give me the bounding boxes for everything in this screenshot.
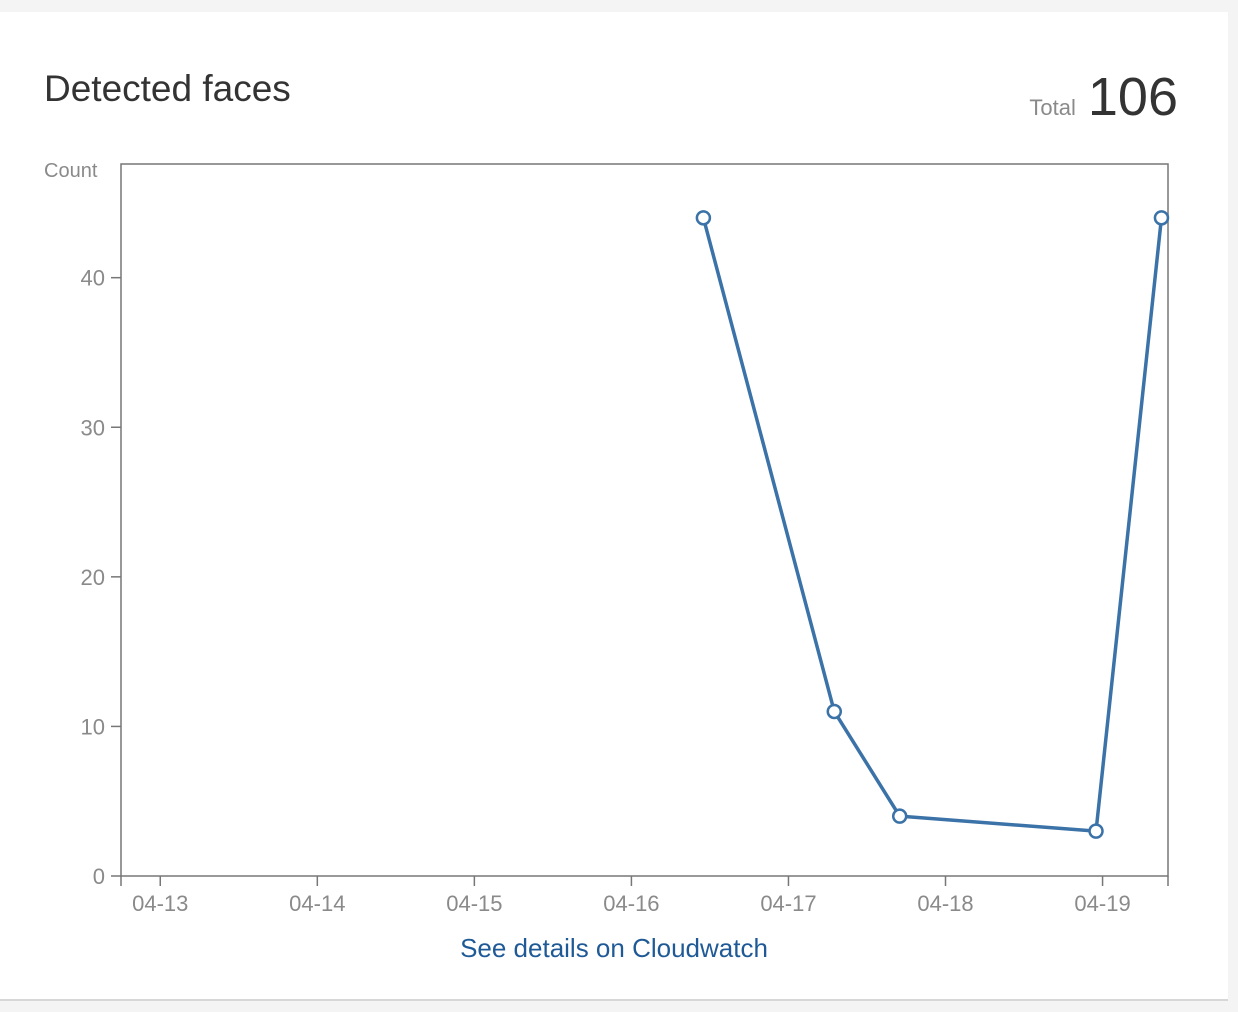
total-summary: Total 106 bbox=[1029, 66, 1178, 128]
y-axis-label: Count bbox=[44, 160, 98, 182]
data-point bbox=[826, 703, 843, 720]
detected-faces-card: Detected faces Total 106 bbox=[0, 12, 1228, 999]
card-title: Detected faces bbox=[44, 68, 291, 109]
x-tick-label: 04-18 bbox=[917, 891, 973, 916]
plot-frame bbox=[120, 163, 1169, 877]
y-tick-label: 10 bbox=[81, 714, 105, 739]
x-tick-label: 04-19 bbox=[1074, 891, 1130, 916]
data-point bbox=[1088, 823, 1104, 839]
total-label: Total bbox=[1029, 95, 1076, 120]
x-tick-label: 04-14 bbox=[289, 891, 345, 916]
data-point bbox=[695, 210, 712, 226]
see-details-cloudwatch-link[interactable]: See details on Cloudwatch bbox=[460, 933, 768, 963]
data-point bbox=[891, 808, 908, 824]
y-tick-label: 40 bbox=[81, 266, 105, 291]
y-tick-label: 30 bbox=[81, 415, 105, 440]
x-tick-label: 04-17 bbox=[760, 891, 816, 916]
data-point bbox=[1153, 210, 1170, 226]
x-tick-label: 04-15 bbox=[446, 891, 502, 916]
series-line bbox=[701, 217, 1164, 833]
x-tick-label: 04-13 bbox=[132, 891, 188, 916]
cloudwatch-link-wrap: See details on Cloudwatch bbox=[0, 933, 1228, 964]
total-value: 106 bbox=[1087, 67, 1178, 127]
x-tick-label: 04-16 bbox=[603, 891, 659, 916]
y-tick-label: 20 bbox=[81, 565, 105, 590]
y-tick-label: 0 bbox=[93, 864, 105, 889]
